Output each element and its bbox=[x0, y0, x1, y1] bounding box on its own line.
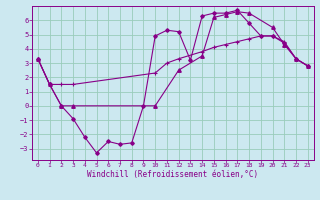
X-axis label: Windchill (Refroidissement éolien,°C): Windchill (Refroidissement éolien,°C) bbox=[87, 170, 258, 179]
